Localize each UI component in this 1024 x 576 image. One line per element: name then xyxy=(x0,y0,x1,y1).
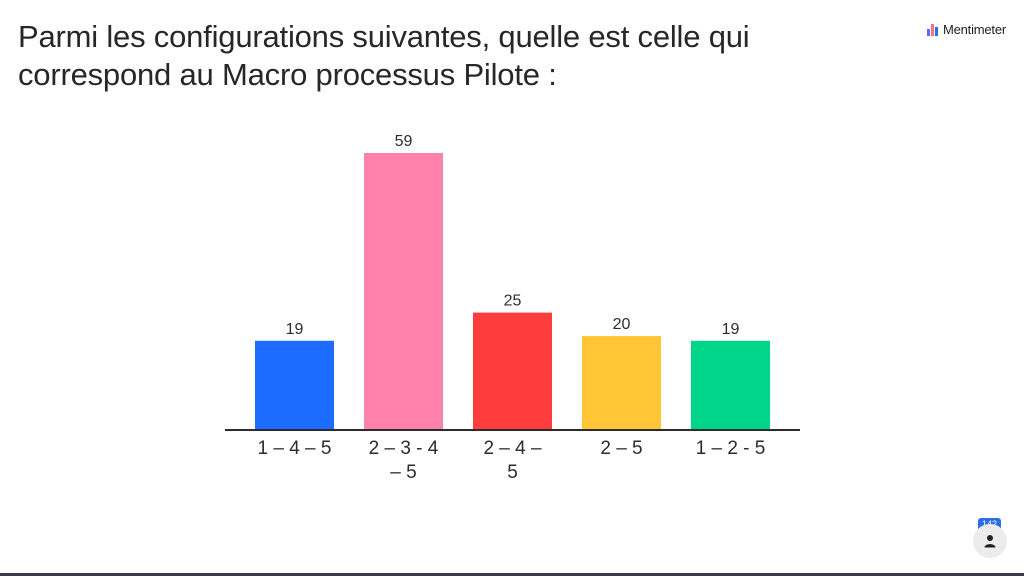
category-label-2: 2 – 3 - 4 xyxy=(369,438,439,459)
bar-3 xyxy=(473,312,552,430)
person-icon xyxy=(984,535,996,548)
category-label-3-line-2: 5 xyxy=(507,462,518,483)
question-title: Parmi les configurations suivantes, quel… xyxy=(18,19,750,92)
data-label-3: 25 xyxy=(504,293,522,310)
mentimeter-logo: Mentimeter xyxy=(926,22,1006,37)
data-label-1: 19 xyxy=(286,321,304,338)
category-label-1: 1 – 4 – 5 xyxy=(258,438,332,459)
bar-4 xyxy=(582,336,661,430)
mentimeter-mark-icon xyxy=(926,23,938,36)
bar-5 xyxy=(691,340,770,430)
category-label-5: 1 – 2 - 5 xyxy=(696,438,766,459)
bottom-rule xyxy=(0,573,1024,576)
data-label-5: 19 xyxy=(722,321,740,338)
data-label-4: 20 xyxy=(613,316,631,333)
brand-name: Mentimeter xyxy=(942,22,1006,37)
bar-2 xyxy=(364,153,443,430)
category-label-3: 2 – 4 – xyxy=(483,438,542,459)
participants-button[interactable] xyxy=(973,524,1007,558)
category-label-4: 2 – 5 xyxy=(600,438,642,459)
data-label-2: 59 xyxy=(395,133,413,150)
bar-1 xyxy=(255,340,334,430)
category-label-2-line-2: – 5 xyxy=(390,462,416,483)
